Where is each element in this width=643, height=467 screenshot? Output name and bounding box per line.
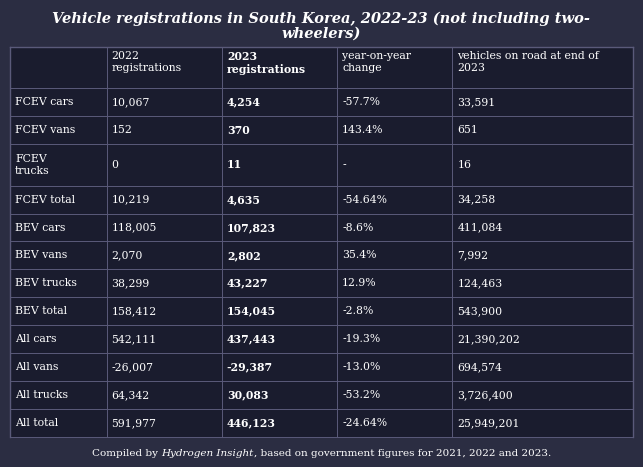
Text: 2023
registrations: 2023 registrations — [227, 51, 306, 75]
Text: Hydrogen Insight: Hydrogen Insight — [161, 448, 253, 458]
Text: -2.8%: -2.8% — [342, 306, 374, 316]
Bar — [10, 353, 633, 381]
Text: -26,007: -26,007 — [112, 362, 154, 372]
Text: -54.64%: -54.64% — [342, 195, 387, 205]
Bar — [10, 185, 633, 213]
Text: 64,342: 64,342 — [112, 390, 150, 400]
Bar — [10, 269, 633, 297]
Text: 33,591: 33,591 — [457, 97, 496, 107]
Text: All cars: All cars — [15, 334, 57, 344]
Text: 370: 370 — [227, 125, 249, 136]
Text: 2022
registrations: 2022 registrations — [112, 51, 182, 72]
Bar — [10, 325, 633, 353]
Text: 16: 16 — [457, 160, 471, 170]
Text: Compiled by: Compiled by — [92, 448, 161, 458]
Text: 4,635: 4,635 — [227, 194, 261, 205]
Bar — [10, 88, 633, 116]
Text: 7,992: 7,992 — [457, 250, 489, 261]
Text: 118,005: 118,005 — [112, 222, 157, 233]
Text: -8.6%: -8.6% — [342, 222, 374, 233]
Bar — [10, 409, 633, 437]
Text: 543,900: 543,900 — [457, 306, 502, 316]
Text: 651: 651 — [457, 125, 478, 135]
Text: 12.9%: 12.9% — [342, 278, 377, 289]
Text: 10,219: 10,219 — [112, 195, 150, 205]
Text: 158,412: 158,412 — [112, 306, 157, 316]
Text: 154,045: 154,045 — [227, 306, 276, 317]
Bar — [10, 381, 633, 409]
Bar — [10, 297, 633, 325]
Text: BEV cars: BEV cars — [15, 222, 66, 233]
Text: -: - — [342, 160, 346, 170]
Text: 694,574: 694,574 — [457, 362, 502, 372]
Text: Vehicle registrations in South Korea, 2022-23 (not including two-: Vehicle registrations in South Korea, 20… — [53, 12, 590, 27]
Text: 2,802: 2,802 — [227, 250, 260, 261]
Text: All total: All total — [15, 418, 59, 428]
Text: 446,123: 446,123 — [227, 417, 276, 429]
Text: 143.4%: 143.4% — [342, 125, 384, 135]
Text: 591,977: 591,977 — [112, 418, 156, 428]
Text: , based on government figures for 2021, 2022 and 2023.: , based on government figures for 2021, … — [253, 448, 551, 458]
Text: 10,067: 10,067 — [112, 97, 150, 107]
Text: wheelers): wheelers) — [282, 27, 361, 41]
Text: -13.0%: -13.0% — [342, 362, 381, 372]
Text: 152: 152 — [112, 125, 132, 135]
Text: 107,823: 107,823 — [227, 222, 276, 233]
Text: BEV trucks: BEV trucks — [15, 278, 77, 289]
Text: vehicles on road at end of
2023: vehicles on road at end of 2023 — [457, 51, 599, 72]
Text: -19.3%: -19.3% — [342, 334, 380, 344]
Text: 21,390,202: 21,390,202 — [457, 334, 520, 344]
Text: All vans: All vans — [15, 362, 59, 372]
Text: 437,443: 437,443 — [227, 334, 276, 345]
Text: 0: 0 — [112, 160, 118, 170]
Text: 2,070: 2,070 — [112, 250, 143, 261]
Text: 34,258: 34,258 — [457, 195, 496, 205]
Text: 542,111: 542,111 — [112, 334, 157, 344]
Bar — [10, 116, 633, 144]
Text: -53.2%: -53.2% — [342, 390, 380, 400]
Text: BEV vans: BEV vans — [15, 250, 68, 261]
Text: -29,387: -29,387 — [227, 361, 273, 373]
Text: BEV total: BEV total — [15, 306, 67, 316]
Text: year-on-year
change: year-on-year change — [342, 51, 411, 72]
Text: FCEV vans: FCEV vans — [15, 125, 75, 135]
Bar — [10, 47, 633, 88]
Text: 25,949,201: 25,949,201 — [457, 418, 520, 428]
Text: 38,299: 38,299 — [112, 278, 150, 289]
Text: 11: 11 — [227, 159, 242, 170]
Text: FCEV
trucks: FCEV trucks — [15, 154, 50, 176]
Text: 43,227: 43,227 — [227, 278, 268, 289]
Text: 4,254: 4,254 — [227, 97, 260, 108]
Text: -24.64%: -24.64% — [342, 418, 387, 428]
Text: FCEV total: FCEV total — [15, 195, 75, 205]
Text: All trucks: All trucks — [15, 390, 68, 400]
Bar — [10, 213, 633, 241]
Text: FCEV cars: FCEV cars — [15, 97, 73, 107]
Bar — [10, 144, 633, 185]
Text: 124,463: 124,463 — [457, 278, 503, 289]
Bar — [10, 241, 633, 269]
Text: 3,726,400: 3,726,400 — [457, 390, 513, 400]
Text: 30,083: 30,083 — [227, 389, 268, 401]
Text: -57.7%: -57.7% — [342, 97, 380, 107]
Text: 411,084: 411,084 — [457, 222, 503, 233]
Text: 35.4%: 35.4% — [342, 250, 377, 261]
